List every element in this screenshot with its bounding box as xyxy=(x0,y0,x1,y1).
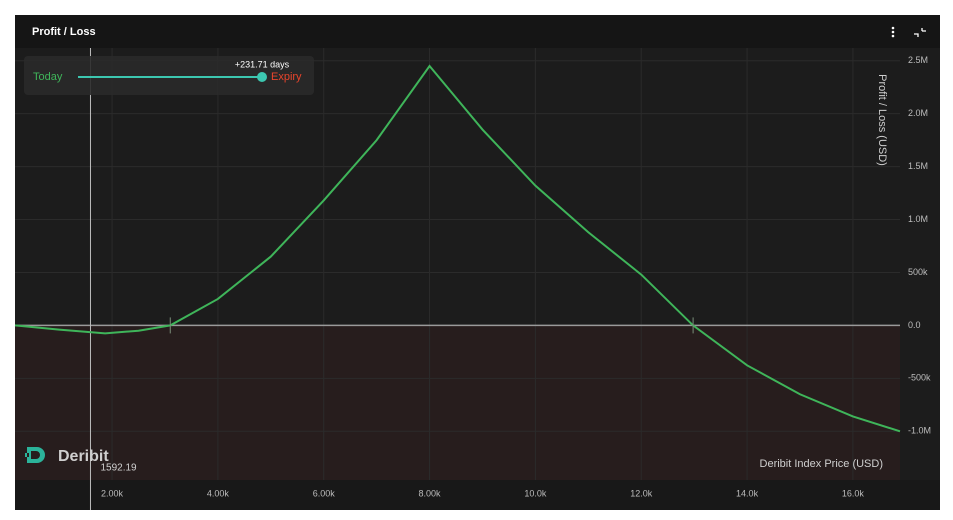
slider-start: Today xyxy=(33,71,63,83)
x-tick-label: 6.00k xyxy=(313,488,336,498)
x-tick-label: 8.00k xyxy=(419,488,442,498)
y-axis-label: Profit / Loss (USD) xyxy=(876,74,888,166)
x-tick-label: 10.0k xyxy=(524,488,547,498)
y-tick-label: 500k xyxy=(908,267,928,277)
slider-handle[interactable] xyxy=(257,72,267,82)
x-tick-label: 14.0k xyxy=(736,488,759,498)
x-tick-label: 12.0k xyxy=(630,488,653,498)
y-tick-label: 2.0M xyxy=(908,108,928,118)
loss-region xyxy=(15,325,900,480)
chart-title: Profit / Loss xyxy=(32,26,96,38)
y-tick-label: 2.5M xyxy=(908,55,928,65)
crosshair-label: 1592.19 xyxy=(100,463,137,474)
y-tick-label: -500k xyxy=(908,373,931,383)
pnl-line xyxy=(14,64,901,433)
y-tick-label: -1.0M xyxy=(908,426,931,436)
x-tick-label: 2.00k xyxy=(101,488,124,498)
brand-logo xyxy=(25,447,45,463)
x-axis-strip xyxy=(15,480,940,510)
y-tick-label: 1.0M xyxy=(908,214,928,224)
collapse-icon[interactable] xyxy=(914,28,926,37)
x-tick-label: 4.00k xyxy=(207,488,230,498)
time-slider[interactable] xyxy=(24,56,314,95)
x-axis-label: Deribit Index Price (USD) xyxy=(760,458,883,470)
x-tick-label: 16.0k xyxy=(842,488,865,498)
y-tick-label: 0.0 xyxy=(908,320,921,330)
slider-end: Expiry xyxy=(271,71,302,83)
slider-offset: +231.71 days xyxy=(235,59,290,69)
brand-name: Deribit xyxy=(58,448,109,465)
y-tick-label: 1.5M xyxy=(908,161,928,171)
header xyxy=(15,15,940,48)
menu-icon[interactable] xyxy=(891,26,895,38)
